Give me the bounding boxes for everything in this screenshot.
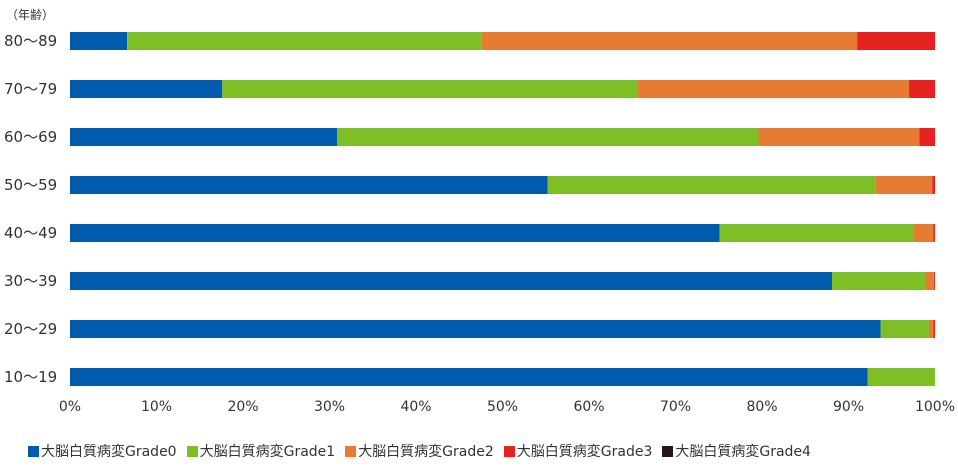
legend-swatch (662, 445, 674, 457)
bar-segment (70, 128, 338, 146)
bar-segment (222, 80, 638, 98)
legend-item: 大脳白質病変Grade4 (662, 441, 811, 461)
legend-item: 大脳白質病変Grade3 (503, 441, 653, 461)
legend-label: 大脳白質病変Grade3 (516, 444, 653, 460)
bar-segment (928, 320, 934, 338)
category-label: 40〜49 (4, 224, 57, 242)
bar-segment (913, 224, 934, 242)
bar-segment (337, 128, 759, 146)
bar-segment (919, 128, 935, 146)
bar-segment (875, 176, 933, 194)
bar-segment (481, 32, 858, 50)
legend-label: 大脳白質病変Grade0 (41, 444, 177, 460)
category-label: 10〜19 (4, 368, 57, 386)
category-label: 30〜39 (4, 272, 57, 290)
x-tick-label: 40% (400, 399, 431, 415)
x-tick-label: 30% (314, 399, 345, 415)
bar-segment (70, 32, 128, 50)
x-tick-label: 0% (59, 399, 81, 415)
x-tick-label: 90% (833, 399, 864, 415)
bar-segment (637, 80, 910, 98)
legend-item: 大脳白質病変Grade1 (186, 441, 336, 461)
legend-swatch (345, 445, 357, 457)
x-tick-label: 20% (227, 399, 258, 415)
legend-label: 大脳白質病変Grade1 (199, 444, 336, 460)
bars-group (70, 32, 935, 386)
bar-segment (758, 128, 920, 146)
bar-segment (70, 368, 868, 386)
bar-segment (70, 320, 881, 338)
bar-segment (867, 368, 935, 386)
x-tick-label: 80% (746, 399, 777, 415)
bar-segment (932, 176, 935, 194)
category-label: 60〜69 (4, 128, 57, 146)
bar-segment (933, 224, 935, 242)
bar-segment (719, 224, 914, 242)
legend-item: 大脳白質病変Grade0 (28, 441, 177, 461)
category-label: 70〜79 (4, 80, 57, 98)
category-labels: 80〜89 70〜79 60〜69 50〜59 40〜49 30〜39 20〜29 10〜19 (4, 32, 57, 386)
legend-swatch (28, 445, 39, 457)
category-label: 50〜59 (4, 176, 57, 194)
x-tick-label: 60% (573, 399, 604, 415)
bar-segment (925, 272, 935, 290)
legend-item: 大脳白質病変Grade2 (345, 441, 494, 461)
bar-segment (857, 32, 935, 50)
x-tick-label: 10% (141, 399, 172, 415)
legend-label: 大脳白質病変Grade4 (675, 444, 811, 460)
legend: 大脳白質病変Grade0 大脳白質病変Grade1 大脳白質病変Grade2 大脳白質… (28, 441, 811, 461)
category-label: 80〜89 (4, 32, 57, 50)
legend-swatch (186, 445, 198, 457)
bar-segment (70, 224, 720, 242)
bar-segment (909, 80, 935, 98)
x-tick-label: 70% (660, 399, 691, 415)
bar-segment (70, 80, 223, 98)
x-tick-label: 100% (915, 399, 955, 415)
bar-segment (70, 176, 548, 194)
x-tick-label: 50% (487, 399, 518, 415)
bar-segment (127, 32, 482, 50)
legend-swatch (503, 445, 515, 457)
bar-segment (934, 272, 935, 290)
bar-segment (547, 176, 876, 194)
bar-segment (70, 272, 833, 290)
bar-segment (933, 320, 935, 338)
age-unit-label: （年齢） (6, 7, 54, 22)
category-label: 20〜29 (4, 320, 57, 338)
bar-segment (880, 320, 929, 338)
x-axis: 0% 10% 20% 30% 40% 50% 60% 70% 80% 90% 100% (59, 399, 955, 415)
bar-segment (832, 272, 926, 290)
legend-label: 大脳白質病変Grade2 (358, 444, 494, 460)
